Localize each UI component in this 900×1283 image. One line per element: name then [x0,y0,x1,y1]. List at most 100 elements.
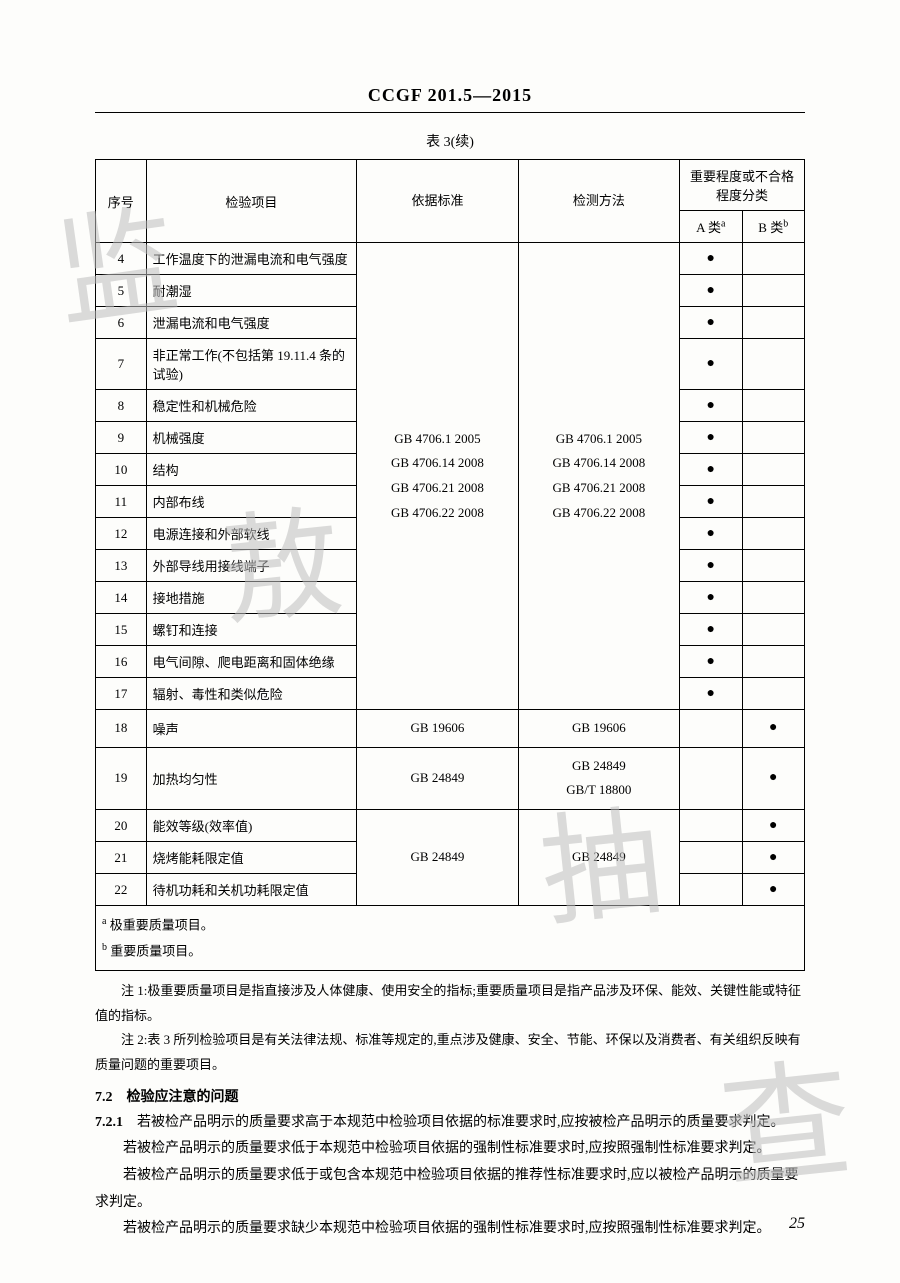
cell-seq: 15 [96,614,147,646]
para: 若被检产品明示的质量要求低于或包含本规范中检验项目依据的推荐性标准要求时,应以被… [95,1163,805,1216]
cell-b: ● [742,874,804,906]
cell-b: ● [742,710,804,748]
cell-method: GB 19606 [518,710,679,748]
cell-seq: 4 [96,243,147,275]
cell-b [742,550,804,582]
cell-a [680,842,742,874]
cell-b [742,243,804,275]
page-number: 25 [789,1215,805,1233]
cell-seq: 19 [96,747,147,809]
cell-seq: 11 [96,486,147,518]
cell-method: GB 24849GB/T 18800 [518,747,679,809]
cell-a [680,874,742,906]
cell-b [742,582,804,614]
cell-seq: 22 [96,874,147,906]
cell-b: ● [742,842,804,874]
cell-a: ● [680,678,742,710]
cell-a: ● [680,339,742,390]
cell-std: GB 19606 [357,710,518,748]
cell-a: ● [680,454,742,486]
cell-item: 耐潮湿 [146,275,357,307]
cell-a: ● [680,390,742,422]
cell-a [680,810,742,842]
table-row: 19加热均匀性GB 24849GB 24849GB/T 18800 ● [96,747,805,809]
cell-item: 辐射、毒性和类似危险 [146,678,357,710]
th-item: 检验项目 [146,160,357,243]
table-notes: 注 1:极重要质量项目是指直接涉及人体健康、使用安全的指标;重要质量项目是指产品… [95,979,805,1078]
cell-a: ● [680,614,742,646]
page-container: CCGF 201.5—2015 表 3(续) 序号 检验项目 依据标准 检测方法… [0,0,900,1283]
cell-b: ● [742,810,804,842]
cell-b [742,486,804,518]
cell-seq: 20 [96,810,147,842]
cell-b [742,390,804,422]
table-caption: 表 3(续) [95,131,805,151]
cell-std-merged: GB 24849 [357,810,518,906]
cell-b [742,518,804,550]
cell-seq: 7 [96,339,147,390]
inspection-table: 序号 检验项目 依据标准 检测方法 重要程度或不合格程度分类 A 类a B 类b… [95,159,805,971]
doc-code-header: CCGF 201.5—2015 [95,85,805,113]
th-b: B 类b [742,211,804,243]
para: 若被检产品明示的质量要求缺少本规范中检验项目依据的强制性标准要求时,应按照强制性… [95,1216,805,1243]
cell-b: ● [742,747,804,809]
cell-a: ● [680,486,742,518]
cell-item: 非正常工作(不包括第 19.11.4 条的试验) [146,339,357,390]
cell-b [742,275,804,307]
section-body: 7.2.1 若被检产品明示的质量要求高于本规范中检验项目依据的标准要求时,应按被… [95,1110,805,1243]
cell-item: 稳定性和机械危险 [146,390,357,422]
cell-item: 接地措施 [146,582,357,614]
cell-a: ● [680,582,742,614]
cell-method-merged: GB 4706.1 2005GB 4706.14 2008GB 4706.21 … [518,243,679,710]
cell-seq: 9 [96,422,147,454]
cell-a: ● [680,550,742,582]
cell-a: ● [680,275,742,307]
cell-item: 螺钉和连接 [146,614,357,646]
th-method: 检测方法 [518,160,679,243]
cell-item: 电源连接和外部软线 [146,518,357,550]
section-heading-7-2: 7.2 检验应注意的问题 [95,1086,805,1106]
cell-item: 加热均匀性 [146,747,357,809]
cell-seq: 10 [96,454,147,486]
cell-a [680,747,742,809]
cell-b [742,422,804,454]
th-grade-group: 重要程度或不合格程度分类 [680,160,805,211]
cell-seq: 13 [96,550,147,582]
cell-item: 电气间隙、爬电距离和固体绝缘 [146,646,357,678]
cell-std: GB 24849 [357,747,518,809]
cell-item: 能效等级(效率值) [146,810,357,842]
cell-item: 泄漏电流和电气强度 [146,307,357,339]
cell-seq: 5 [96,275,147,307]
cell-item: 外部导线用接线端子 [146,550,357,582]
table-row: 4工作温度下的泄漏电流和电气强度GB 4706.1 2005GB 4706.14… [96,243,805,275]
th-std: 依据标准 [357,160,518,243]
cell-item: 机械强度 [146,422,357,454]
cell-b [742,454,804,486]
cell-item: 结构 [146,454,357,486]
cell-a: ● [680,243,742,275]
cell-a: ● [680,307,742,339]
cell-a: ● [680,646,742,678]
cell-b [742,614,804,646]
cell-item: 烧烤能耗限定值 [146,842,357,874]
cell-std-merged: GB 4706.1 2005GB 4706.14 2008GB 4706.21 … [357,243,518,710]
th-seq: 序号 [96,160,147,243]
cell-seq: 6 [96,307,147,339]
table-row: 20能效等级(效率值)GB 24849GB 24849● [96,810,805,842]
cell-item: 内部布线 [146,486,357,518]
cell-seq: 12 [96,518,147,550]
cell-item: 工作温度下的泄漏电流和电气强度 [146,243,357,275]
cell-b [742,646,804,678]
cell-a: ● [680,518,742,550]
para: 若被检产品明示的质量要求低于本规范中检验项目依据的强制性标准要求时,应按照强制性… [95,1136,805,1163]
cell-method-merged: GB 24849 [518,810,679,906]
cell-seq: 21 [96,842,147,874]
cell-b [742,339,804,390]
th-a: A 类a [680,211,742,243]
cell-item: 噪声 [146,710,357,748]
cell-seq: 17 [96,678,147,710]
cell-b [742,678,804,710]
note-1: 注 1:极重要质量项目是指直接涉及人体健康、使用安全的指标;重要质量项目是指产品… [95,979,805,1028]
cell-seq: 16 [96,646,147,678]
cell-a [680,710,742,748]
